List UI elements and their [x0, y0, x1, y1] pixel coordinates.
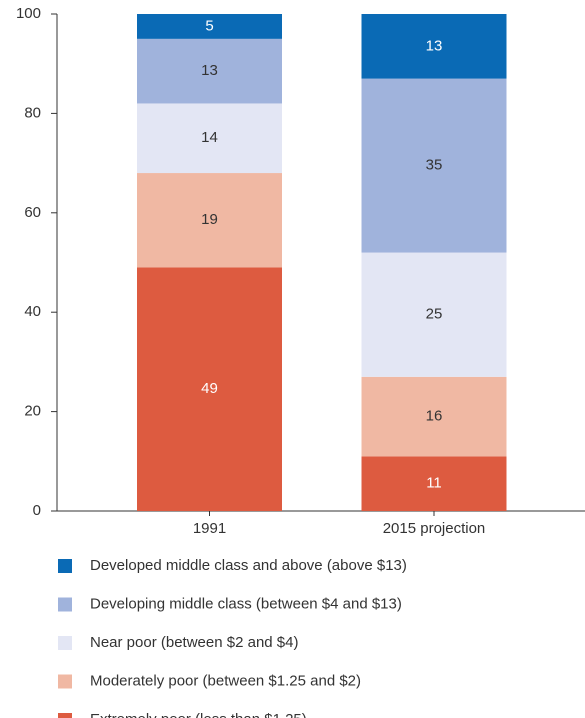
legend-label: Developing middle class (between $4 and …	[90, 595, 402, 612]
y-tick-label: 60	[24, 204, 41, 221]
bar-segment	[361, 376, 507, 457]
bar-segment	[137, 38, 282, 104]
bar-segment	[361, 252, 507, 377]
bar-segment	[137, 267, 282, 511]
legend-swatch	[58, 636, 72, 650]
x-tick-label: 2015 projection	[383, 520, 486, 537]
bar-segment	[361, 456, 507, 511]
data-label: 49	[201, 380, 218, 397]
bar-segment	[137, 173, 282, 268]
bar-segment	[137, 103, 282, 174]
legend-label: Near poor (between $2 and $4)	[90, 634, 298, 651]
x-tick-label: 1991	[193, 520, 226, 537]
data-label: 25	[426, 306, 443, 323]
y-tick-label: 100	[16, 5, 41, 22]
y-tick-label: 20	[24, 403, 41, 420]
data-label: 14	[201, 129, 218, 146]
data-label: 5	[205, 17, 213, 34]
data-label: 16	[426, 408, 443, 425]
legend-swatch	[58, 713, 72, 718]
data-label: 19	[201, 211, 218, 228]
bar-segment	[361, 14, 507, 79]
legend-label: Extremely poor (less than $1.25)	[90, 711, 307, 718]
legend-swatch	[58, 597, 72, 612]
bar-segment	[137, 14, 282, 39]
legend-label: Developed middle class and above (above …	[90, 557, 407, 574]
y-tick-label: 80	[24, 104, 41, 121]
data-label: 35	[426, 157, 443, 174]
y-tick-label: 0	[33, 502, 41, 519]
y-tick-label: 40	[24, 303, 41, 320]
data-label: 11	[426, 475, 442, 492]
legend-swatch	[58, 559, 72, 573]
legend-label: Moderately poor (between $1.25 and $2)	[90, 672, 361, 689]
data-label: 13	[201, 62, 218, 79]
legend-swatch	[58, 674, 72, 689]
bar-segment	[361, 78, 507, 253]
data-label: 13	[426, 37, 443, 54]
